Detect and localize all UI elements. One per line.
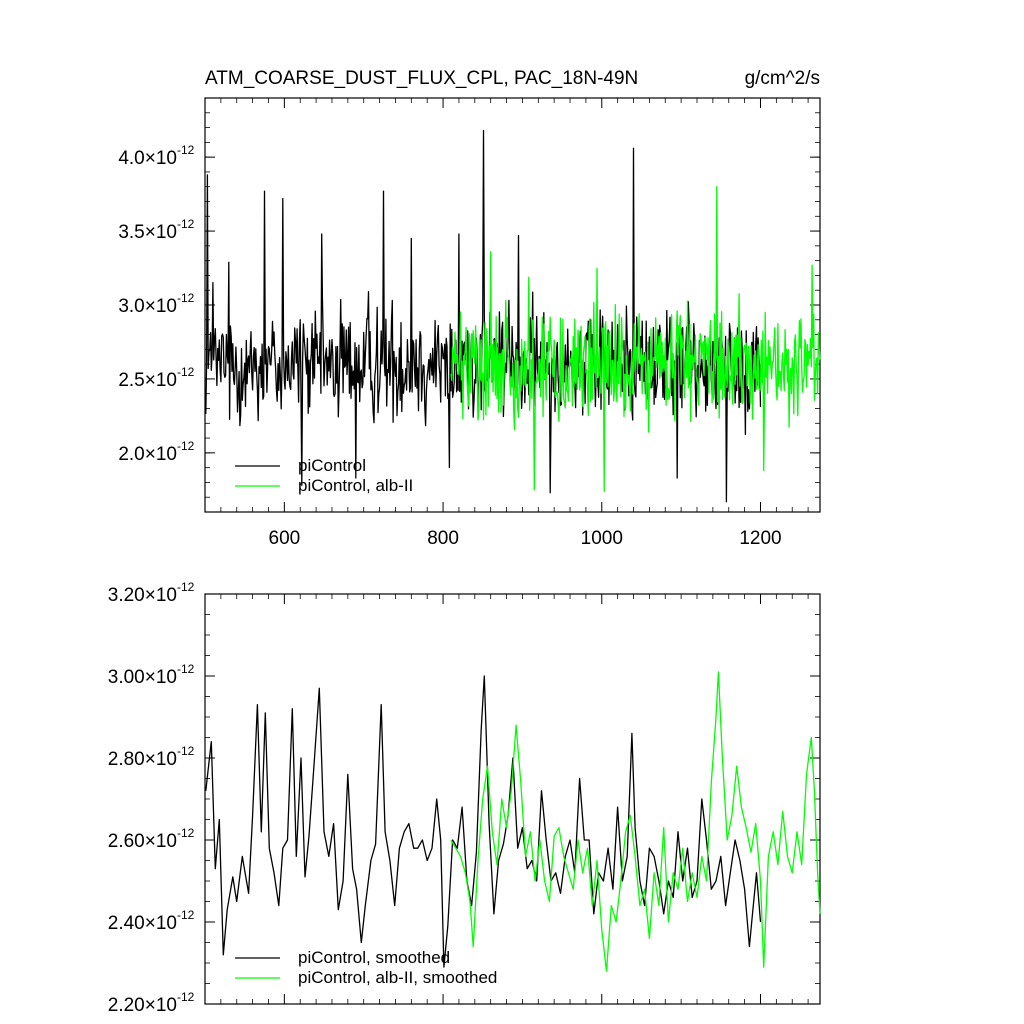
y-tick-times: × <box>145 444 156 465</box>
y-tick-exponent: -12 <box>177 365 195 379</box>
y-tick-exponent: -12 <box>177 744 195 758</box>
y-tick-times: × <box>145 296 156 317</box>
series-line-alb-ii <box>450 671 821 972</box>
y-tick-label: 2.80×10 <box>108 749 177 770</box>
y-tick-base: 10 <box>156 995 177 1016</box>
y-tick-exponent: -12 <box>177 143 195 157</box>
y-tick-exponent: -12 <box>177 908 195 922</box>
y-tick-mantissa: 2.5 <box>118 370 144 391</box>
y-tick-label: 3.0×10 <box>118 296 177 317</box>
y-tick-base: 10 <box>156 585 177 606</box>
y-tick-times: × <box>145 749 156 770</box>
y-tick-label: 3.20×10 <box>108 585 177 606</box>
y-tick-base: 10 <box>156 913 177 934</box>
y-tick-base: 10 <box>156 831 177 852</box>
x-tick-label: 600 <box>269 528 301 549</box>
y-tick-label: 2.40×10 <box>108 913 177 934</box>
chart-units: g/cm^2/s <box>745 68 820 89</box>
y-tick-label: 2.5×10 <box>118 370 177 391</box>
y-tick-exponent: -12 <box>177 662 195 676</box>
y-tick-exponent: -12 <box>177 580 195 594</box>
legend-label: piControl, alb-II, smoothed <box>298 968 497 987</box>
y-tick-base: 10 <box>156 444 177 465</box>
top-panel: ATM_COARSE_DUST_FLUX_CPL, PAC_18N-49N g/… <box>118 68 821 549</box>
y-tick-mantissa: 2.80 <box>108 749 145 770</box>
y-tick-label: 3.5×10 <box>118 222 177 243</box>
y-tick-times: × <box>145 995 156 1016</box>
bottom-series <box>205 671 821 972</box>
top-ticks <box>204 97 820 513</box>
y-tick-base: 10 <box>156 749 177 770</box>
y-tick-mantissa: 4.0 <box>118 148 144 169</box>
y-tick-label: 2.0×10 <box>118 444 177 465</box>
y-tick-exponent: -12 <box>177 217 195 231</box>
y-tick-base: 10 <box>156 667 177 688</box>
y-tick-mantissa: 3.0 <box>118 296 144 317</box>
y-tick-times: × <box>145 148 156 169</box>
legend-label: piControl <box>298 456 366 475</box>
y-tick-base: 10 <box>156 296 177 317</box>
bottom-tick-labels: 2.20×10 -122.40×10 -122.60×10 -122.80×10 -12… <box>108 580 195 1016</box>
y-tick-label: 2.60×10 <box>108 831 177 852</box>
y-tick-base: 10 <box>156 222 177 243</box>
y-tick-label: 2.20×10 <box>108 995 177 1016</box>
y-tick-base: 10 <box>156 370 177 391</box>
y-tick-mantissa: 2.0 <box>118 444 144 465</box>
y-tick-times: × <box>145 667 156 688</box>
y-tick-times: × <box>145 370 156 391</box>
y-tick-label: 4.0×10 <box>118 148 177 169</box>
y-tick-mantissa: 3.5 <box>118 222 144 243</box>
x-tick-label: 800 <box>427 528 459 549</box>
bottom-ticks <box>204 593 820 1005</box>
y-tick-times: × <box>145 913 156 934</box>
series-line-picontrol <box>205 129 762 503</box>
y-tick-times: × <box>145 222 156 243</box>
y-tick-mantissa: 2.60 <box>108 831 145 852</box>
y-tick-exponent: -12 <box>177 291 195 305</box>
legend-label: piControl, alb-II <box>298 476 413 495</box>
y-tick-exponent: -12 <box>177 826 195 840</box>
y-tick-exponent: -12 <box>177 439 195 453</box>
y-tick-times: × <box>145 585 156 606</box>
chart-title: ATM_COARSE_DUST_FLUX_CPL, PAC_18N-49N <box>205 68 638 89</box>
top-plot-frame <box>204 97 821 513</box>
x-tick-label: 1200 <box>739 528 781 549</box>
series-line-picontrol <box>205 675 762 968</box>
y-tick-mantissa: 2.20 <box>108 995 145 1016</box>
y-tick-label: 3.00×10 <box>108 667 177 688</box>
y-tick-base: 10 <box>156 148 177 169</box>
legend-label: piControl, smoothed <box>298 948 450 967</box>
y-tick-times: × <box>145 831 156 852</box>
top-series <box>205 129 821 503</box>
x-tick-label: 1000 <box>581 528 623 549</box>
bottom-panel: 2.20×10 -122.40×10 -122.60×10 -122.80×10 -12… <box>108 580 821 1016</box>
y-tick-exponent: -12 <box>177 990 195 1004</box>
bottom-plot-frame <box>204 593 821 1005</box>
y-tick-mantissa: 3.20 <box>108 585 145 606</box>
y-tick-mantissa: 3.00 <box>108 667 145 688</box>
series-line-alb-ii <box>450 186 821 492</box>
y-tick-mantissa: 2.40 <box>108 913 145 934</box>
